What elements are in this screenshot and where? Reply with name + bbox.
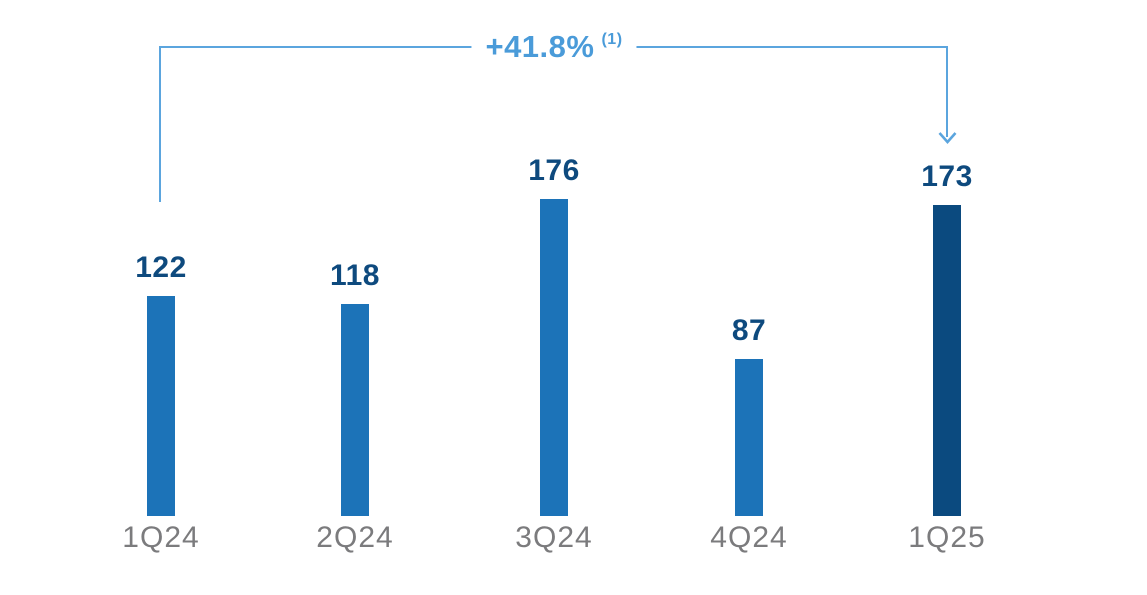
- bar-3q24: [540, 199, 568, 516]
- bar-value-label: 87: [731, 313, 767, 347]
- growth-annotation: +41.8% (1): [471, 29, 637, 65]
- growth-annotation-label: +41.8%: [485, 29, 595, 64]
- x-tick-label: 1Q24: [122, 521, 200, 554]
- bar-value-label: 176: [528, 153, 580, 187]
- annotation-right-connector: [946, 46, 948, 137]
- bar-value-label: 173: [921, 159, 973, 193]
- bar-4q24: [735, 359, 763, 516]
- bar-value-label: 122: [135, 250, 187, 284]
- bar-column: 173: [877, 159, 1017, 516]
- bar-1q25: [933, 205, 961, 516]
- bar-column: 122: [91, 250, 231, 516]
- bar-1q24: [147, 296, 175, 516]
- bar-2q24: [341, 304, 369, 516]
- bar-column: 118: [285, 258, 425, 516]
- arrow-down-icon: [938, 132, 957, 144]
- bar-value-label: 118: [330, 258, 380, 292]
- x-tick-label: 4Q24: [710, 521, 788, 554]
- x-tick-label: 1Q25: [908, 521, 986, 554]
- footnote-marker: (1): [601, 30, 623, 48]
- x-tick-label: 2Q24: [316, 521, 394, 554]
- bar-column: 176: [484, 153, 624, 516]
- x-tick-label: 3Q24: [515, 521, 593, 554]
- bar-column: 87: [679, 313, 819, 516]
- annotation-left-connector: [159, 46, 161, 202]
